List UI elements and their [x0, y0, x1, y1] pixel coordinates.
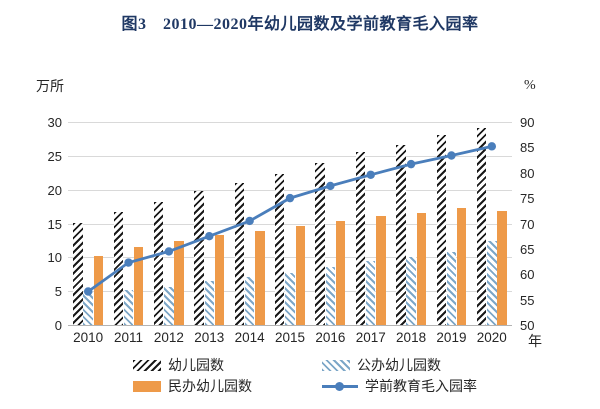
enrollment-rate-line — [83, 142, 497, 296]
legend-item-public: 公办幼儿园数 — [322, 355, 441, 375]
left-axis-tick: 5 — [54, 284, 62, 300]
right-axis-tick: 50 — [520, 318, 535, 333]
bar-幼儿园数-2014 — [234, 182, 245, 325]
right-axis-tick: 90 — [520, 115, 535, 130]
bar-幼儿园数-2010 — [73, 223, 83, 325]
x-axis-tick: 2016 — [315, 330, 346, 345]
x-axis-tick: 2015 — [274, 330, 306, 345]
x-axis-tick: 2014 — [234, 330, 265, 345]
x-axis-tick: 2012 — [153, 330, 184, 345]
bar-民办幼儿园数-2013 — [214, 234, 225, 325]
bar-民办幼儿园数-2019 — [456, 207, 467, 325]
hatch-blue-swatch — [322, 359, 350, 371]
bar-民办幼儿园数-2010 — [93, 255, 104, 325]
right-axis-tick: 65 — [520, 241, 535, 257]
bar-公办幼儿园数-2012 — [164, 286, 174, 325]
bar-幼儿园数-2018 — [396, 144, 406, 325]
bar-公办幼儿园数-2015 — [285, 272, 295, 325]
right-axis-tick: 85 — [520, 140, 535, 156]
left-axis-tick: 0 — [54, 318, 62, 333]
legend-label: 民办幼儿园数 — [168, 380, 252, 395]
x-axis-unit: 年 — [528, 335, 542, 350]
bar-公办幼儿园数-2018 — [406, 256, 416, 325]
bar-公办幼儿园数-2011 — [123, 290, 134, 325]
bar-公办幼儿园数-2016 — [325, 267, 336, 325]
left-axis-tick: 15 — [47, 216, 62, 232]
legend-item-total: 幼儿园数 — [133, 355, 224, 375]
bar-民办幼儿园数-2012 — [174, 240, 184, 325]
bar-幼儿园数-2020 — [476, 127, 487, 325]
bar-民办幼儿园数-2020 — [497, 211, 507, 325]
bar-幼儿园数-2017 — [355, 152, 366, 325]
right-axis-tick: 75 — [520, 191, 535, 207]
right-axis-tick: 70 — [520, 216, 535, 232]
hatch-black-swatch — [133, 359, 161, 371]
left-axis-tick: 10 — [47, 250, 62, 266]
x-axis-tick: 2011 — [114, 330, 144, 345]
bar-幼儿园数-2013 — [194, 190, 204, 325]
plot-area — [68, 122, 512, 326]
gridline — [68, 257, 512, 259]
bar-民办幼儿园数-2011 — [134, 246, 144, 325]
x-axis-tick: 2010 — [73, 330, 104, 345]
left-axis-tick: 25 — [47, 148, 62, 164]
x-axis-tick: 2020 — [476, 330, 507, 345]
legend-label: 幼儿园数 — [168, 359, 224, 374]
left-axis-tick: 20 — [47, 182, 62, 198]
line-marker-swatch — [322, 381, 358, 392]
left-axis-unit: 万所 — [36, 80, 64, 95]
gridline — [68, 325, 512, 326]
legend-label: 学前教育毛入园率 — [365, 380, 477, 395]
line-marker-2013 — [205, 231, 214, 241]
bar-公办幼儿园数-2014 — [244, 277, 255, 325]
bar-公办幼儿园数-2010 — [83, 292, 93, 325]
bar-民办幼儿园数-2014 — [255, 230, 265, 325]
legend-item-enrollment-rate: 学前教育毛入园率 — [322, 376, 477, 396]
line-marker-2020 — [487, 142, 497, 151]
gridline — [68, 155, 512, 157]
bar-幼儿园数-2015 — [275, 173, 285, 325]
bar-民办幼儿园数-2017 — [376, 216, 386, 325]
right-axis-tick: 55 — [520, 292, 535, 308]
bar-幼儿园数-2016 — [315, 162, 325, 325]
right-axis-unit: % — [524, 78, 536, 93]
x-axis-tick: 2017 — [355, 330, 386, 345]
line-marker-2017 — [366, 170, 375, 179]
line-marker-2016 — [326, 181, 335, 191]
bar-公办幼儿园数-2019 — [446, 251, 457, 325]
line-marker-2012 — [164, 247, 174, 256]
line-marker-2011 — [124, 258, 133, 267]
right-axis-tick: 80 — [520, 165, 535, 181]
line-marker-2014 — [245, 216, 254, 226]
gridline — [68, 189, 512, 191]
bar-公办幼儿园数-2013 — [204, 280, 214, 325]
bar-幼儿园数-2019 — [436, 134, 446, 325]
right-axis-tick: 60 — [520, 267, 535, 283]
bar-民办幼儿园数-2015 — [295, 225, 305, 325]
line-marker-2015 — [285, 193, 295, 203]
orange-swatch — [133, 380, 161, 392]
x-axis-tick: 2013 — [194, 330, 225, 345]
line-marker-2010 — [83, 287, 93, 296]
bar-公办幼儿园数-2017 — [366, 261, 376, 325]
x-axis-tick: 2018 — [396, 330, 427, 345]
bar-公办幼儿园数-2020 — [487, 241, 497, 325]
legend-label: 公办幼儿园数 — [357, 359, 441, 374]
legend-item-private: 民办幼儿园数 — [133, 376, 252, 396]
gridline — [68, 223, 512, 225]
line-marker-2019 — [447, 151, 456, 160]
line-marker-2018 — [406, 159, 416, 169]
x-axis-tick: 2019 — [436, 330, 467, 345]
bar-民办幼儿园数-2018 — [416, 212, 426, 325]
bar-民办幼儿园数-2016 — [335, 220, 346, 325]
left-axis-tick: 30 — [47, 115, 62, 130]
bar-幼儿园数-2012 — [154, 202, 164, 325]
chart-title: 图3 2010—2020年幼儿园数及学前教育毛入园率 — [121, 16, 479, 33]
gridline — [68, 122, 512, 123]
line-path — [87, 145, 493, 293]
